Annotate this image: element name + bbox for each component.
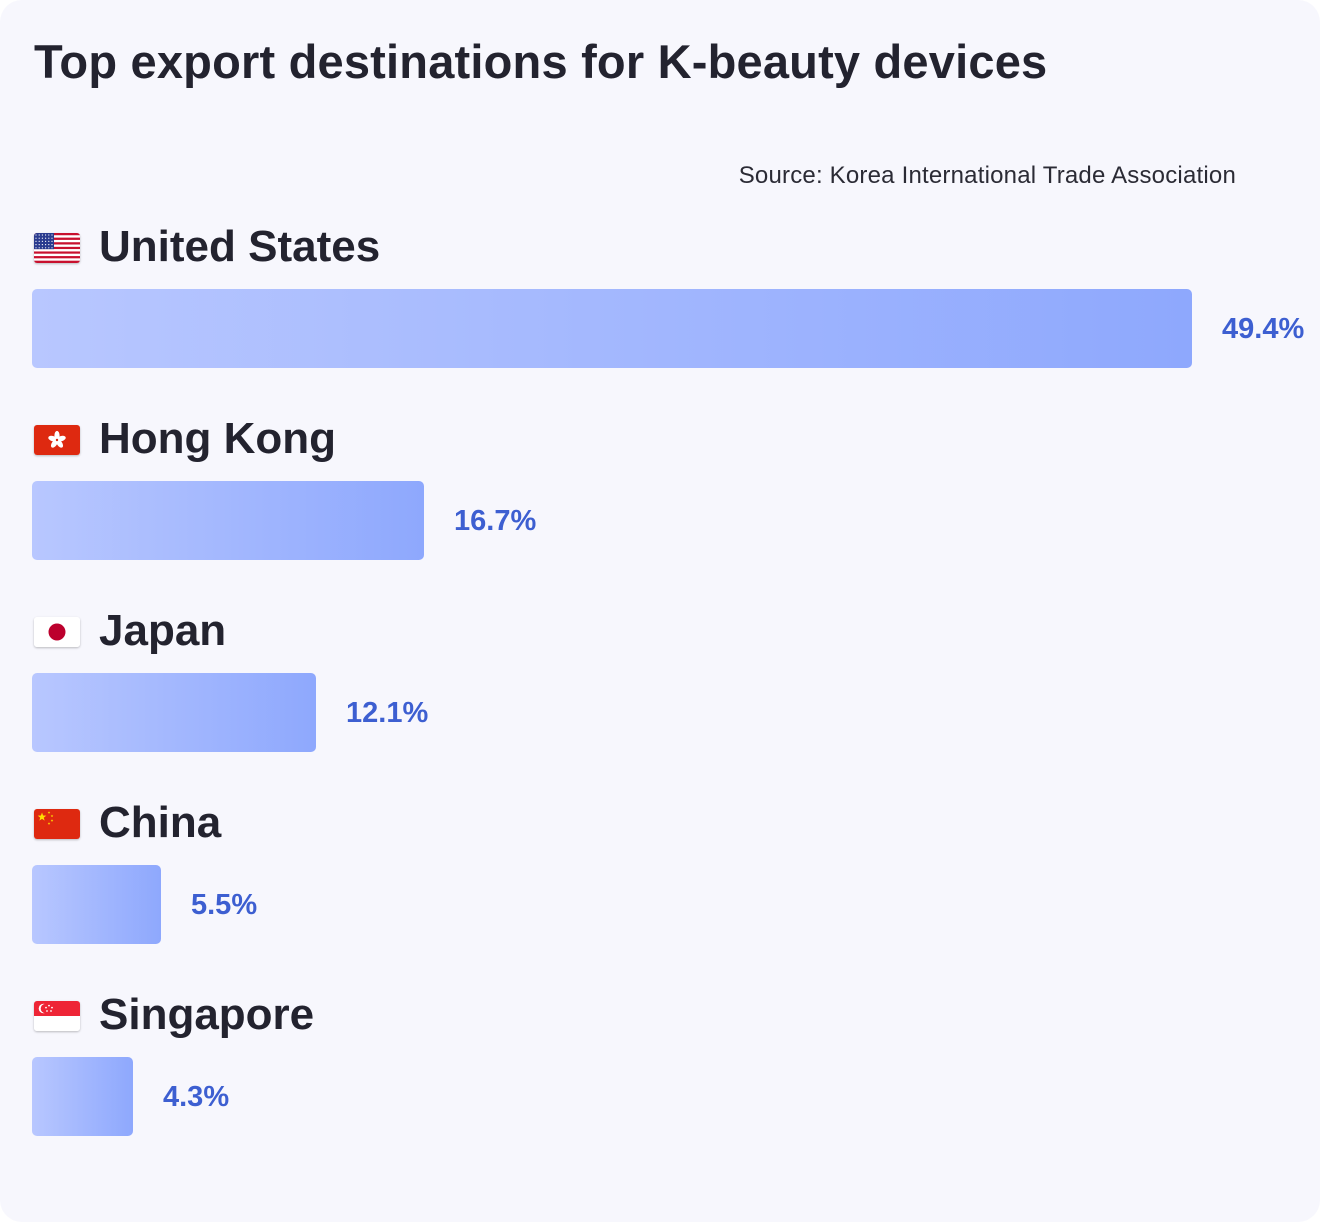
bar-singapore [32,1057,133,1136]
category-label: China [99,798,222,847]
category-label: Japan [99,606,227,655]
value-label: 4.3% [163,1081,230,1113]
sg-flag-icon [34,1001,80,1031]
bar-row-china: China 5.5% [0,798,1320,989]
us-flag-icon [34,233,80,263]
bar-row-singapore: Singapore 4.3% [0,990,1320,1181]
source-note: Source: Korea International Trade Associ… [738,162,1236,189]
bar-united-states [32,289,1192,368]
cn-flag-icon [34,809,80,839]
category-label: United States [99,222,381,271]
chart-title: Top export destinations for K-beauty dev… [34,35,1048,88]
hk-flag-icon [34,425,80,455]
bar-row-hong-kong: Hong Kong 16.7% [0,414,1320,605]
bar-china [32,865,161,944]
bar-row-united-states: United States 49.4% [0,222,1320,413]
bar-japan [32,673,316,752]
bar-hong-kong [32,481,424,560]
value-label: 16.7% [454,505,537,537]
category-label: Singapore [99,990,315,1039]
category-label: Hong Kong [99,414,337,463]
value-label: 12.1% [346,697,429,729]
value-label: 5.5% [191,889,258,921]
value-label: 49.4% [1222,313,1305,345]
jp-flag-icon [34,617,80,647]
bar-row-japan: Japan 12.1% [0,606,1320,797]
